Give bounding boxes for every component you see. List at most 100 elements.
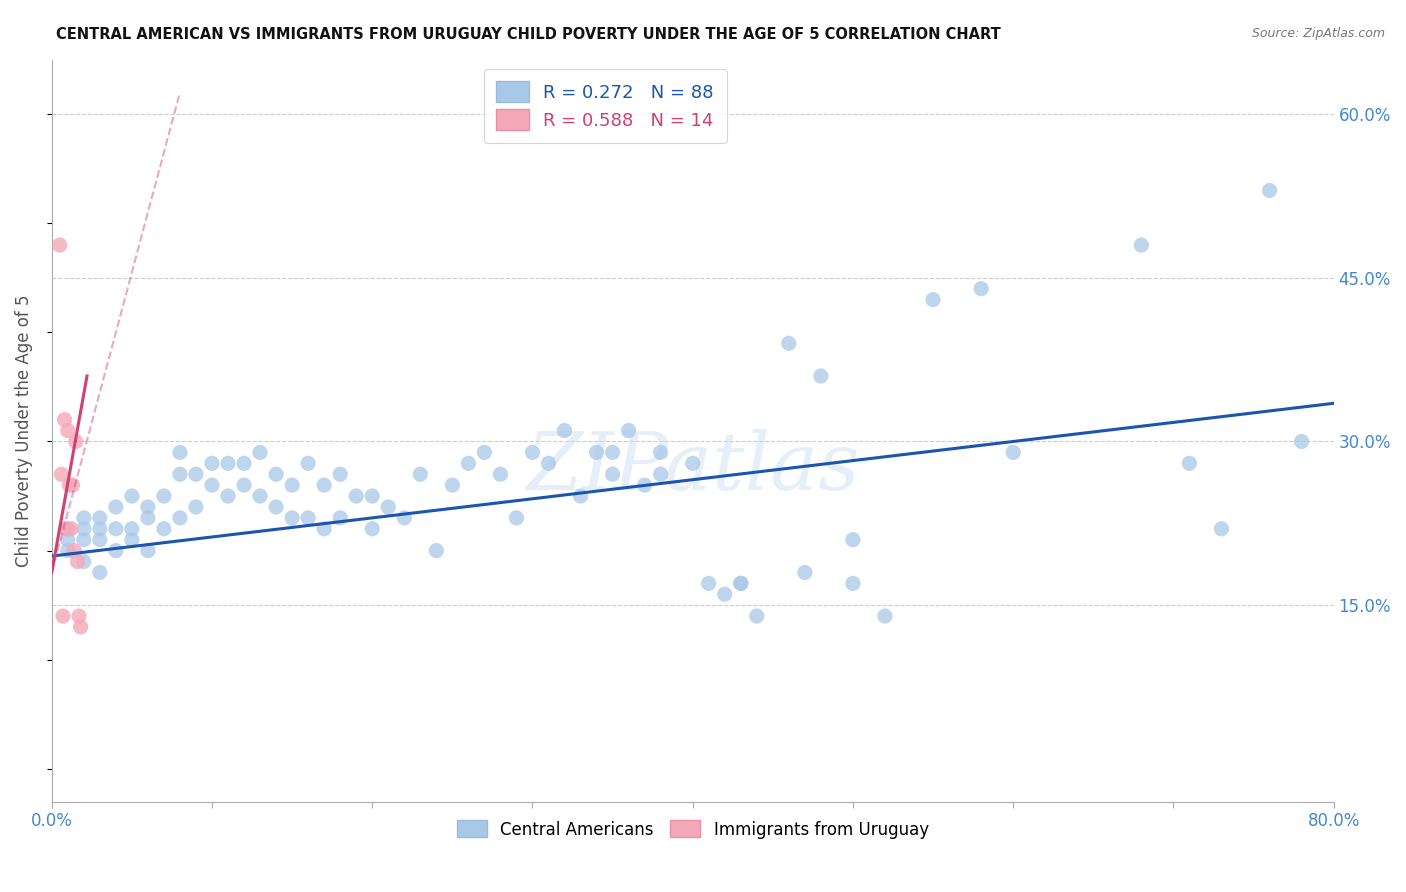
Point: [136, 511, 159, 525]
Point: [59, 522, 82, 536]
Point: [63, 543, 86, 558]
Point: [53, 412, 76, 426]
Point: [249, 489, 271, 503]
Point: [810, 369, 832, 384]
Point: [585, 445, 607, 459]
Point: [56, 543, 79, 558]
Point: [65, 434, 87, 449]
Point: [217, 489, 239, 503]
Point: [73, 533, 96, 547]
Point: [89, 511, 111, 525]
Point: [344, 489, 367, 503]
Point: [793, 566, 815, 580]
Point: [73, 511, 96, 525]
Point: [51, 467, 73, 482]
Point: [441, 478, 464, 492]
Point: [201, 456, 224, 470]
Point: [329, 511, 352, 525]
Point: [62, 478, 84, 492]
Point: [489, 467, 512, 482]
Point: [425, 543, 447, 558]
Point: [56, 424, 79, 438]
Point: [153, 489, 176, 503]
Point: [329, 467, 352, 482]
Point: [58, 478, 80, 492]
Point: [697, 576, 720, 591]
Point: [136, 500, 159, 514]
Point: [730, 576, 752, 591]
Point: [505, 511, 527, 525]
Point: [297, 456, 319, 470]
Point: [184, 500, 207, 514]
Point: [922, 293, 945, 307]
Point: [121, 533, 143, 547]
Point: [184, 467, 207, 482]
Point: [49, 238, 72, 252]
Point: [169, 445, 191, 459]
Text: Source: ZipAtlas.com: Source: ZipAtlas.com: [1251, 27, 1385, 40]
Point: [249, 445, 271, 459]
Point: [56, 533, 79, 547]
Point: [169, 511, 191, 525]
Point: [217, 456, 239, 470]
Point: [55, 522, 77, 536]
Point: [104, 543, 127, 558]
Point: [1130, 238, 1153, 252]
Point: [169, 467, 191, 482]
Point: [602, 445, 624, 459]
Point: [377, 500, 399, 514]
Point: [553, 424, 575, 438]
Point: [52, 609, 75, 624]
Point: [104, 500, 127, 514]
Point: [778, 336, 800, 351]
Point: [69, 620, 91, 634]
Point: [633, 478, 655, 492]
Point: [409, 467, 432, 482]
Point: [264, 500, 287, 514]
Point: [153, 522, 176, 536]
Point: [617, 424, 640, 438]
Point: [842, 533, 865, 547]
Text: CENTRAL AMERICAN VS IMMIGRANTS FROM URUGUAY CHILD POVERTY UNDER THE AGE OF 5 COR: CENTRAL AMERICAN VS IMMIGRANTS FROM URUG…: [56, 27, 1001, 42]
Point: [89, 533, 111, 547]
Point: [73, 555, 96, 569]
Point: [474, 445, 496, 459]
Point: [233, 456, 256, 470]
Point: [682, 456, 704, 470]
Point: [1211, 522, 1233, 536]
Y-axis label: Child Poverty Under the Age of 5: Child Poverty Under the Age of 5: [15, 294, 32, 566]
Point: [745, 609, 768, 624]
Point: [121, 489, 143, 503]
Point: [1178, 456, 1201, 470]
Point: [970, 282, 993, 296]
Point: [104, 522, 127, 536]
Point: [361, 489, 384, 503]
Point: [233, 478, 256, 492]
Point: [457, 456, 479, 470]
Point: [201, 478, 224, 492]
Point: [281, 511, 304, 525]
Point: [873, 609, 896, 624]
Point: [66, 555, 89, 569]
Point: [314, 478, 336, 492]
Point: [281, 478, 304, 492]
Point: [314, 522, 336, 536]
Point: [73, 522, 96, 536]
Point: [361, 522, 384, 536]
Point: [121, 522, 143, 536]
Point: [394, 511, 416, 525]
Point: [842, 576, 865, 591]
Point: [264, 467, 287, 482]
Point: [67, 609, 90, 624]
Point: [89, 566, 111, 580]
Legend: Central Americans, Immigrants from Uruguay: Central Americans, Immigrants from Urugu…: [450, 814, 935, 846]
Text: ZIPatlas: ZIPatlas: [526, 429, 859, 507]
Point: [136, 543, 159, 558]
Point: [650, 445, 672, 459]
Point: [297, 511, 319, 525]
Point: [730, 576, 752, 591]
Point: [56, 522, 79, 536]
Point: [1291, 434, 1313, 449]
Point: [602, 467, 624, 482]
Point: [522, 445, 544, 459]
